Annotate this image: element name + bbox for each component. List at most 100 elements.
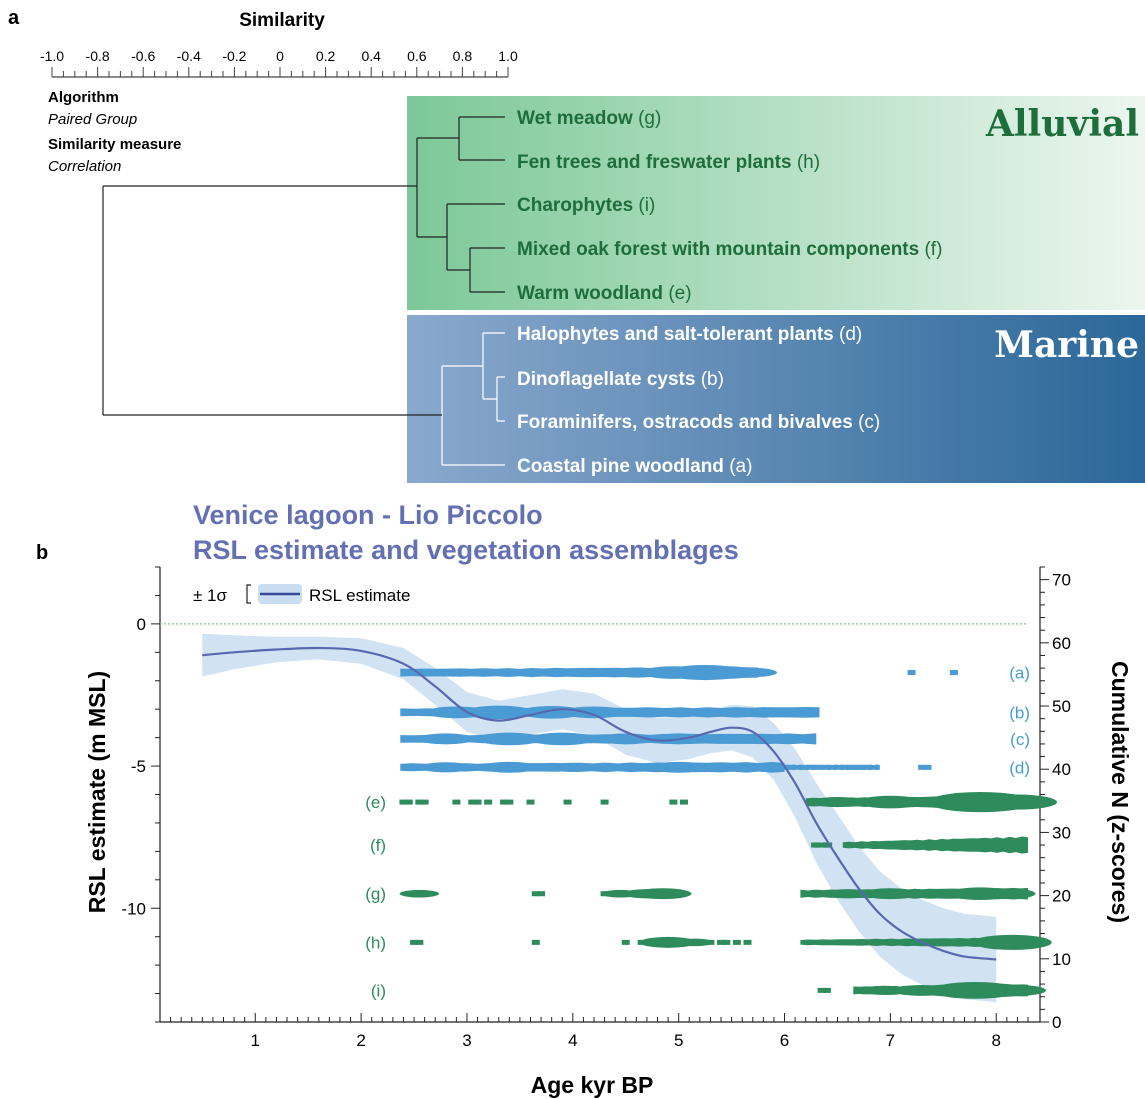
assemblage-occurrence [531, 891, 540, 897]
assemblage-label: (g) [365, 885, 386, 904]
panel-a: a Similarity -1.0 -0.8 -0.6 -0.4 -0.2 0 0.2 0.4… [8, 7, 1145, 483]
leaf-label: Charophytes (i) [517, 195, 655, 216]
assemblage-cluster [419, 762, 473, 773]
assemblage-cluster [728, 667, 777, 678]
similarity-scale-title: Similarity [239, 10, 325, 31]
assemblage-occurrence [637, 939, 646, 945]
assemblage-cluster [620, 707, 674, 718]
dendrogram-leaves: Wet meadow (g) Fen trees and freswater p… [517, 108, 942, 477]
plot-area: 1 2 3 4 5 6 7 8 0 -5 -10 0 10 20 30 40 50 60 70 (a) (b) (c) (d… [121, 566, 1071, 1050]
leaf-label: Dinoflagellate cysts (b) [517, 369, 724, 390]
assemblage-occurrence [473, 799, 482, 805]
assemblage-occurrence [526, 799, 535, 805]
assemblage-occurrence [410, 891, 419, 897]
y-right-tick-label: 50 [1052, 697, 1071, 716]
x-tick-label: 7 [886, 1031, 895, 1050]
x-tick-label: 2 [356, 1031, 365, 1050]
assemblage-occurrence [420, 799, 429, 805]
leaf-label: Foraminifers, ostracods and bivalves (c) [517, 412, 880, 433]
x-tick-label: 1 [251, 1031, 260, 1050]
assemblage-occurrence [611, 891, 620, 897]
y-axis-right-title: Cumulative N (z-scores) [1107, 661, 1133, 923]
assemblage-cluster [978, 888, 1036, 900]
assemblage-occurrence [923, 764, 932, 770]
marine-group-label: Marine [994, 324, 1139, 366]
similarity-scale-ticks: -1.0 -0.8 -0.6 -0.4 -0.2 0 0.2 0.4 0.6 0.8 1.0 [40, 48, 518, 77]
similarity-tick-label: 0.6 [407, 48, 427, 64]
assemblage-occurrence [859, 987, 868, 993]
assemblage-occurrence [404, 799, 413, 805]
leaf-label: Mixed oak forest with mountain component… [517, 239, 942, 260]
assemblage-cluster [988, 984, 1047, 996]
assemblage-occurrence [664, 891, 673, 897]
similarity-tick-label: -0.2 [222, 48, 246, 64]
assemblage-occurrence [415, 939, 424, 945]
assemblage-occurrence [637, 891, 646, 897]
panel-a-label: a [8, 7, 20, 29]
similarity-tick-label: -1.0 [40, 48, 64, 64]
assemblage-occurrence [854, 987, 863, 993]
algorithm-label: Algorithm [48, 89, 119, 106]
assemblage-cluster [417, 733, 475, 745]
assemblage-occurrence [817, 987, 826, 993]
assemblage-band [784, 764, 880, 771]
assemblage-cluster [811, 797, 864, 808]
assemblage-occurrence [722, 939, 731, 945]
algorithm-value: Paired Group [48, 111, 137, 128]
assemblage-label: (c) [1010, 730, 1030, 749]
assemblage-cluster [650, 761, 708, 773]
assemblage-occurrence [627, 891, 636, 897]
assemblage-occurrence [537, 891, 546, 897]
assemblage-cluster [480, 761, 538, 773]
assemblage-occurrence [452, 799, 461, 805]
similarity-tick-label: 0.8 [453, 48, 473, 64]
similarity-tick-label: -0.8 [86, 48, 110, 64]
similarity-tick-label: 0.2 [316, 48, 336, 64]
x-tick-label: 4 [568, 1031, 577, 1050]
assemblage-cluster [476, 732, 543, 746]
assemblage-label: (i) [371, 981, 386, 1000]
assemblage-cluster [857, 795, 924, 809]
assemblage-occurrence [669, 799, 678, 805]
y-right-tick-label: 30 [1052, 823, 1071, 842]
y-tick-label: -10 [121, 899, 146, 918]
assemblage-occurrence [679, 939, 688, 945]
marine-group-box [407, 315, 1145, 483]
x-axis-title: Age kyr BP [531, 1072, 654, 1098]
assemblage-cluster [977, 794, 1058, 810]
leaf-label: Fen trees and freswater plants (h) [517, 152, 820, 173]
similarity-tick-label: 0.4 [361, 48, 381, 64]
assemblage-occurrence [674, 891, 683, 897]
panel-b: b Venice lagoon - Lio Piccolo RSL estima… [36, 500, 1133, 1098]
y-right-tick-label: 40 [1052, 760, 1071, 779]
leaf-label: Coastal pine woodland (a) [517, 456, 752, 477]
assemblage-label: (h) [365, 933, 386, 952]
y-axis-title: RSL estimate (m MSL) [84, 671, 110, 913]
alluvial-group-label: Alluvial [985, 103, 1139, 145]
x-tick-label: 8 [992, 1031, 1001, 1050]
assemblage-occurrence [717, 939, 726, 945]
assemblage-cluster [961, 937, 1010, 947]
assemblage-cluster [563, 706, 625, 719]
assemblage-occurrence [732, 939, 741, 945]
assemblage-occurrence [420, 891, 429, 897]
assemblage-label: (b) [1009, 703, 1030, 722]
x-tick-label: 5 [674, 1031, 683, 1050]
assemblage-occurrence [822, 987, 831, 993]
assemblage-occurrence [563, 799, 572, 805]
dendrogram-marine [441, 332, 505, 466]
legend-line-label: RSL estimate [309, 586, 410, 605]
assemblage-occurrence [505, 799, 514, 805]
assemblage-occurrence [949, 670, 958, 676]
alluvial-group-box [407, 96, 1145, 310]
legend-bracket [246, 584, 251, 604]
y-tick-label: -5 [131, 757, 146, 776]
assemblage-occurrence [679, 799, 688, 805]
assemblage-cluster [696, 762, 746, 772]
panel-b-label: b [36, 542, 48, 564]
legend-sigma-label: ± 1σ [193, 586, 228, 605]
y-right-tick-label: 70 [1052, 571, 1071, 590]
assemblage-occurrence [399, 799, 408, 805]
assemblage-occurrence [531, 939, 540, 945]
legend: ± 1σ RSL estimate [193, 584, 410, 605]
